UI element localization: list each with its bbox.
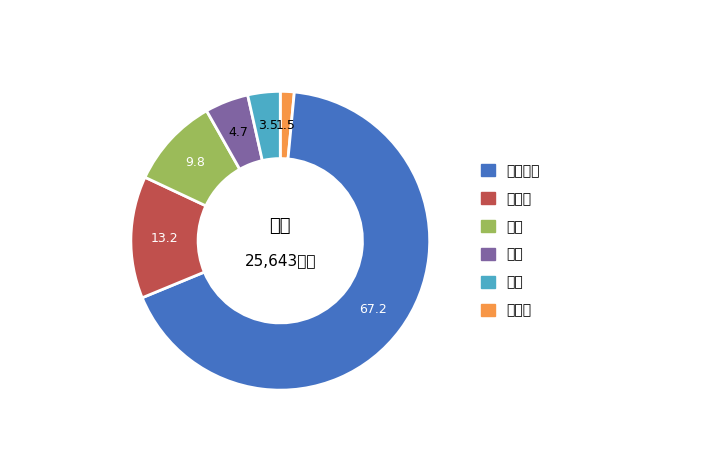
Wedge shape	[280, 91, 294, 159]
Wedge shape	[131, 177, 206, 298]
Wedge shape	[142, 92, 430, 390]
Text: 1.5: 1.5	[276, 119, 296, 131]
Wedge shape	[248, 91, 280, 161]
Text: 13.2: 13.2	[151, 231, 178, 244]
Text: 3.5: 3.5	[258, 119, 277, 132]
Wedge shape	[207, 95, 262, 169]
Text: 9.8: 9.8	[186, 156, 205, 169]
Text: 4.7: 4.7	[229, 126, 248, 139]
Text: 総額: 総額	[269, 217, 291, 235]
Text: 25,643万円: 25,643万円	[245, 252, 316, 268]
Wedge shape	[145, 111, 240, 206]
Legend: イタリア, ドイツ, 中国, 米国, 韓国, その他: イタリア, ドイツ, 中国, 米国, 韓国, その他	[481, 164, 540, 317]
Text: 67.2: 67.2	[360, 303, 387, 316]
